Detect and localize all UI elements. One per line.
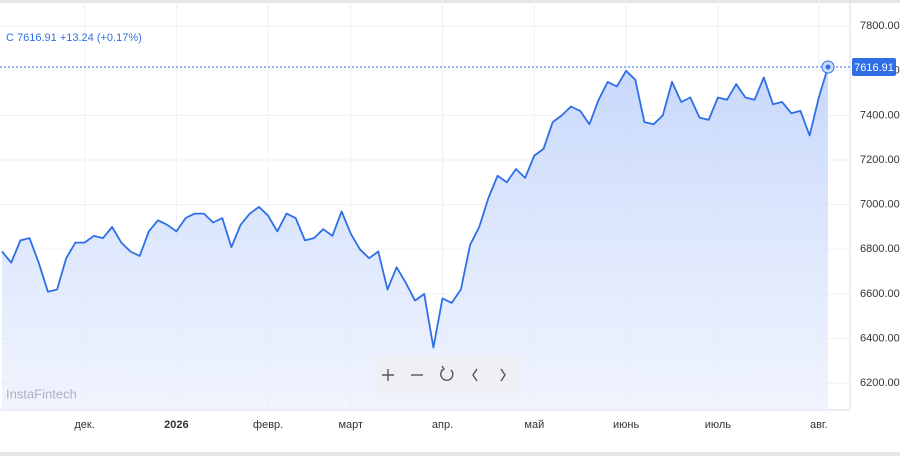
plot-area <box>0 0 850 410</box>
last-price-tag <box>852 57 896 76</box>
x-tick-label: авг. <box>810 419 828 431</box>
y-tick-label: 7400.00 <box>860 109 900 121</box>
x-tick-label: дек. <box>74 419 94 431</box>
last-point <box>825 64 831 70</box>
x-tick-label: май <box>524 419 544 431</box>
area <box>2 67 828 410</box>
y-tick-label: 7800.00 <box>860 20 900 32</box>
toolbar <box>375 357 521 393</box>
last-price-label: 7616.91 <box>854 62 894 74</box>
y-tick-label: 7200.00 <box>860 154 900 166</box>
y-tick-label: 6800.00 <box>860 243 900 255</box>
line <box>1 66 829 349</box>
x-tick-label: 2026 <box>164 419 188 431</box>
y-tick-label: 6200.00 <box>860 377 900 389</box>
y-tick-label: 7000.00 <box>860 199 900 211</box>
reset-button[interactable] <box>440 365 454 381</box>
toolbar-bg <box>375 357 521 393</box>
bottom-bar <box>0 452 900 456</box>
price-header: C 7616.91 +13.24 (+0.17%) <box>6 32 142 44</box>
top-bar <box>0 0 900 3</box>
x-tick-label: март <box>338 419 363 431</box>
scroll-left-button[interactable] <box>472 368 478 382</box>
x-tick-label: июль <box>705 419 732 431</box>
y-tick-label: 6400.00 <box>860 332 900 344</box>
zoom-in-button[interactable] <box>382 369 394 381</box>
scroll-right-button[interactable] <box>500 368 506 382</box>
y-tick-label: 6600.00 <box>860 288 900 300</box>
x-tick-label: апр. <box>432 419 453 431</box>
watermark: InstaFintech <box>6 386 77 401</box>
x-tick-label: июнь <box>613 419 639 431</box>
x-tick-label: февр. <box>253 419 283 431</box>
